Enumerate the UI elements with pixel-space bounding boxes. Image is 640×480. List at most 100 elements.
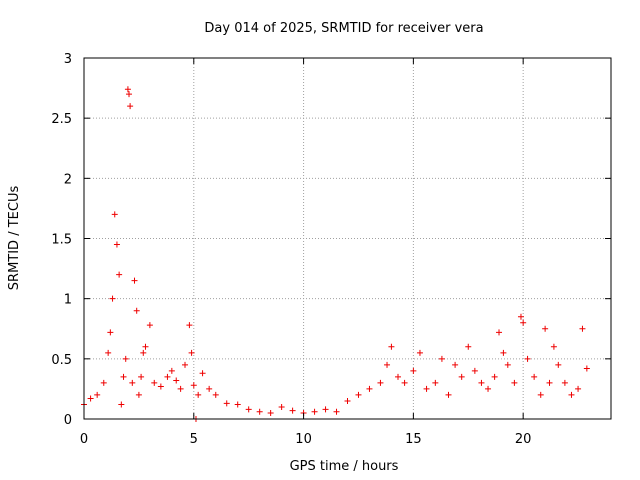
grid-lines xyxy=(84,58,611,419)
data-point xyxy=(432,379,439,386)
data-point xyxy=(135,391,142,398)
data-point xyxy=(109,295,116,302)
data-point xyxy=(333,408,340,415)
x-tick-label: 0 xyxy=(80,432,88,447)
data-point xyxy=(531,373,538,380)
data-point xyxy=(471,367,478,374)
data-point xyxy=(355,391,362,398)
data-point xyxy=(542,325,549,332)
y-tick-labels: 0 0.5 1 1.5 2 2.5 3 xyxy=(51,52,72,428)
data-point xyxy=(511,379,518,386)
data-point xyxy=(438,355,445,362)
data-point xyxy=(146,322,153,329)
y-tick-label: 1 xyxy=(64,293,72,308)
data-point xyxy=(524,355,531,362)
data-point xyxy=(113,241,120,248)
data-point xyxy=(122,355,129,362)
data-point xyxy=(206,385,213,392)
data-point xyxy=(173,377,180,384)
data-point xyxy=(245,406,252,413)
data-point xyxy=(344,397,351,404)
data-point xyxy=(168,367,175,374)
data-point xyxy=(575,385,582,392)
data-point xyxy=(278,403,285,410)
data-point xyxy=(94,391,101,398)
data-point xyxy=(124,86,131,93)
data-point xyxy=(366,385,373,392)
data-point xyxy=(267,409,274,416)
y-tick-label: 3 xyxy=(64,52,72,67)
data-point xyxy=(129,379,136,386)
y-tick-label: 2.5 xyxy=(51,112,72,127)
data-point xyxy=(504,361,511,368)
data-point xyxy=(100,379,107,386)
x-axis-label: GPS time / hours xyxy=(290,459,399,474)
x-tick-labels: 0 5 10 15 20 xyxy=(80,432,532,447)
data-point xyxy=(164,373,171,380)
data-point xyxy=(131,277,138,284)
data-point xyxy=(182,361,189,368)
data-series-srmtid xyxy=(81,86,590,422)
data-point xyxy=(188,349,195,356)
data-point xyxy=(87,395,94,402)
data-point xyxy=(311,408,318,415)
data-point xyxy=(491,373,498,380)
data-point xyxy=(133,307,140,314)
data-point xyxy=(416,349,423,356)
data-point xyxy=(452,361,459,368)
data-point xyxy=(256,408,263,415)
data-point xyxy=(496,329,503,336)
data-point xyxy=(111,211,118,218)
data-point xyxy=(485,385,492,392)
data-point xyxy=(395,373,402,380)
data-point xyxy=(500,349,507,356)
data-point xyxy=(223,400,230,407)
x-tick-label: 10 xyxy=(295,432,312,447)
data-point xyxy=(120,373,127,380)
x-tick-label: 15 xyxy=(405,432,422,447)
data-point xyxy=(322,406,329,413)
data-point xyxy=(583,365,590,372)
data-point xyxy=(151,379,158,386)
data-point xyxy=(118,401,125,408)
data-point xyxy=(105,349,112,356)
data-point xyxy=(377,379,384,386)
data-point xyxy=(157,383,164,390)
data-point xyxy=(127,103,134,110)
data-point xyxy=(107,329,114,336)
data-point xyxy=(126,91,133,98)
data-point xyxy=(546,379,553,386)
data-point xyxy=(465,343,472,350)
data-point xyxy=(138,373,145,380)
x-tick-label: 5 xyxy=(190,432,198,447)
data-point xyxy=(190,382,197,389)
data-point xyxy=(289,407,296,414)
data-point xyxy=(478,379,485,386)
data-point xyxy=(116,271,123,278)
data-point xyxy=(561,379,568,386)
data-point xyxy=(555,361,562,368)
data-point xyxy=(388,343,395,350)
data-point xyxy=(458,373,465,380)
data-point xyxy=(517,313,524,320)
y-tick-label: 1.5 xyxy=(51,233,72,248)
y-tick-label: 0 xyxy=(64,413,72,428)
data-point xyxy=(384,361,391,368)
y-tick-label: 0.5 xyxy=(51,353,72,368)
data-point xyxy=(195,391,202,398)
data-point xyxy=(140,349,147,356)
data-point xyxy=(212,391,219,398)
x-tick-label: 20 xyxy=(515,432,532,447)
data-point xyxy=(550,343,557,350)
data-point xyxy=(177,385,184,392)
data-point xyxy=(199,370,206,377)
data-point xyxy=(520,319,527,326)
data-point xyxy=(234,401,241,408)
data-point xyxy=(401,379,408,386)
data-point xyxy=(537,391,544,398)
chart-title: Day 014 of 2025, SRMTID for receiver ver… xyxy=(204,21,483,36)
data-point xyxy=(423,385,430,392)
data-point xyxy=(142,343,149,350)
data-point xyxy=(568,391,575,398)
